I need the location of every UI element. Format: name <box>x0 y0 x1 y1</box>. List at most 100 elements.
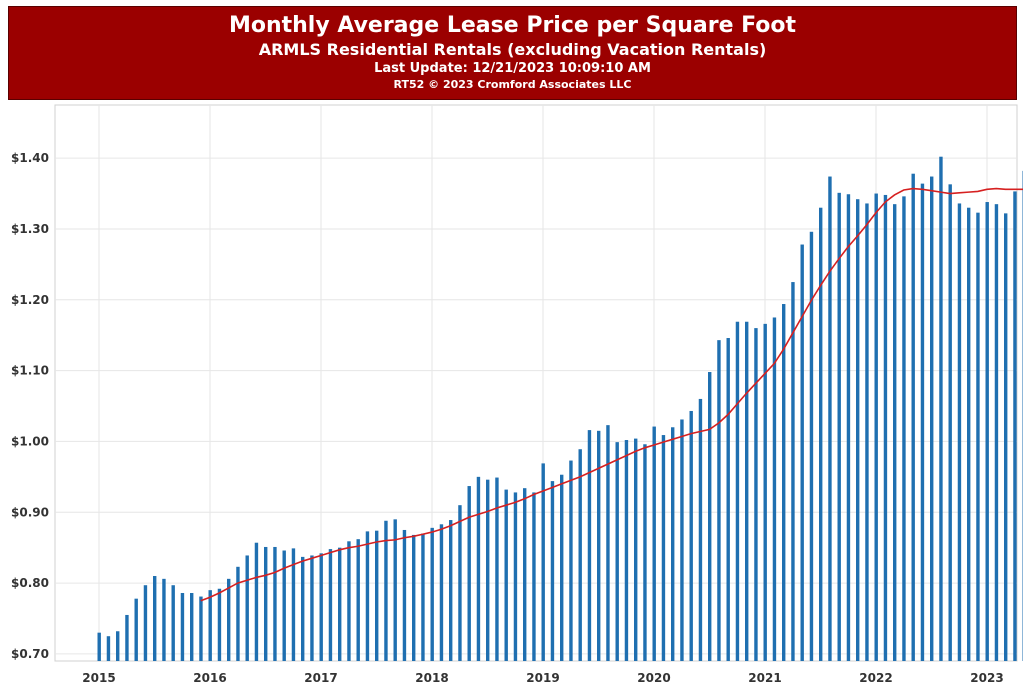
bar <box>587 430 592 661</box>
bar <box>643 444 647 661</box>
y-tick-label: $1.40 <box>11 151 49 165</box>
bar <box>504 489 508 661</box>
bar <box>153 576 157 661</box>
bar <box>717 340 721 661</box>
trend-line-layer <box>200 187 1023 602</box>
bar <box>282 550 286 661</box>
bar <box>134 598 138 661</box>
bar <box>301 556 305 661</box>
bar <box>375 530 379 661</box>
bar <box>245 555 249 661</box>
bar <box>782 304 786 661</box>
chart-title: Monthly Average Lease Price per Square F… <box>228 13 797 38</box>
bar <box>467 486 471 661</box>
bar <box>513 492 518 661</box>
bar <box>180 593 185 661</box>
bar <box>560 474 564 661</box>
copyright-text: RT52 © 2023 Cromford Associates LLC <box>393 78 632 91</box>
bar <box>310 555 314 661</box>
bar <box>523 488 527 661</box>
bar <box>199 596 203 661</box>
bar <box>449 520 453 661</box>
bar <box>846 194 851 661</box>
bar <box>985 202 989 661</box>
bar <box>569 460 573 661</box>
bar <box>208 590 212 661</box>
bar <box>624 440 629 661</box>
y-tick-label: $0.90 <box>11 505 49 519</box>
bar <box>338 547 342 661</box>
bar <box>698 398 703 661</box>
bar <box>578 449 582 661</box>
bar <box>634 438 638 661</box>
bar <box>957 203 962 661</box>
bar <box>264 546 268 661</box>
x-tick-label: 2015 <box>82 671 115 685</box>
bar <box>948 184 952 661</box>
bar <box>116 631 120 661</box>
bar <box>828 176 832 661</box>
bar <box>402 529 407 661</box>
bar <box>1013 191 1017 661</box>
bar <box>763 323 767 661</box>
bar <box>550 481 555 661</box>
bar <box>606 425 610 661</box>
x-tick-label: 2018 <box>415 671 448 685</box>
bar <box>800 244 804 662</box>
bar <box>883 194 888 661</box>
bar <box>328 549 333 661</box>
bar <box>726 338 730 661</box>
bar <box>162 578 166 661</box>
y-tick-label: $1.10 <box>11 364 49 378</box>
x-tick-label: 2017 <box>304 671 337 685</box>
bar <box>421 533 425 661</box>
x-tick-label: 2019 <box>526 671 559 685</box>
bar <box>190 593 194 661</box>
bar <box>671 427 675 661</box>
bar <box>1004 213 1008 661</box>
y-tick-label: $1.20 <box>11 293 49 307</box>
bar <box>412 534 416 661</box>
bar <box>819 207 823 662</box>
bar <box>874 193 878 661</box>
x-tick-label: 2021 <box>748 671 781 685</box>
bar <box>911 173 915 661</box>
bar <box>754 328 758 661</box>
bar <box>597 430 601 661</box>
bar <box>930 176 934 661</box>
bar <box>893 204 897 661</box>
bar <box>97 632 101 661</box>
x-tick-label: 2020 <box>637 671 670 685</box>
x-tick-label: 2016 <box>193 671 226 685</box>
bar <box>532 492 536 661</box>
bar <box>365 531 370 661</box>
bar <box>939 156 943 661</box>
bars-layer <box>97 156 1023 662</box>
bar <box>476 476 481 661</box>
y-tick-label: $0.80 <box>11 576 49 590</box>
bar <box>615 442 619 661</box>
y-tick-label: $0.70 <box>11 647 49 661</box>
plot-frame <box>54 104 1018 662</box>
last-update-text: Last Update: 12/21/2023 10:09:10 AM <box>374 61 651 76</box>
bar <box>458 505 462 661</box>
chart-header: Monthly Average Lease Price per Square F… <box>8 6 1017 100</box>
chart-subtitle: ARMLS Residential Rentals (excluding Vac… <box>258 40 767 59</box>
bar <box>994 204 999 661</box>
bar <box>920 183 925 661</box>
bar <box>856 199 860 661</box>
bar <box>393 519 397 661</box>
bar <box>708 372 712 661</box>
bar <box>865 203 869 661</box>
bar <box>680 419 684 661</box>
bar <box>236 566 240 661</box>
bar <box>125 614 129 661</box>
bar <box>356 539 360 661</box>
bar <box>967 207 971 662</box>
x-tick-label: 2023 <box>970 671 1003 685</box>
bar <box>106 636 111 661</box>
bar <box>319 553 323 661</box>
bar <box>143 585 148 661</box>
bar <box>384 520 388 661</box>
